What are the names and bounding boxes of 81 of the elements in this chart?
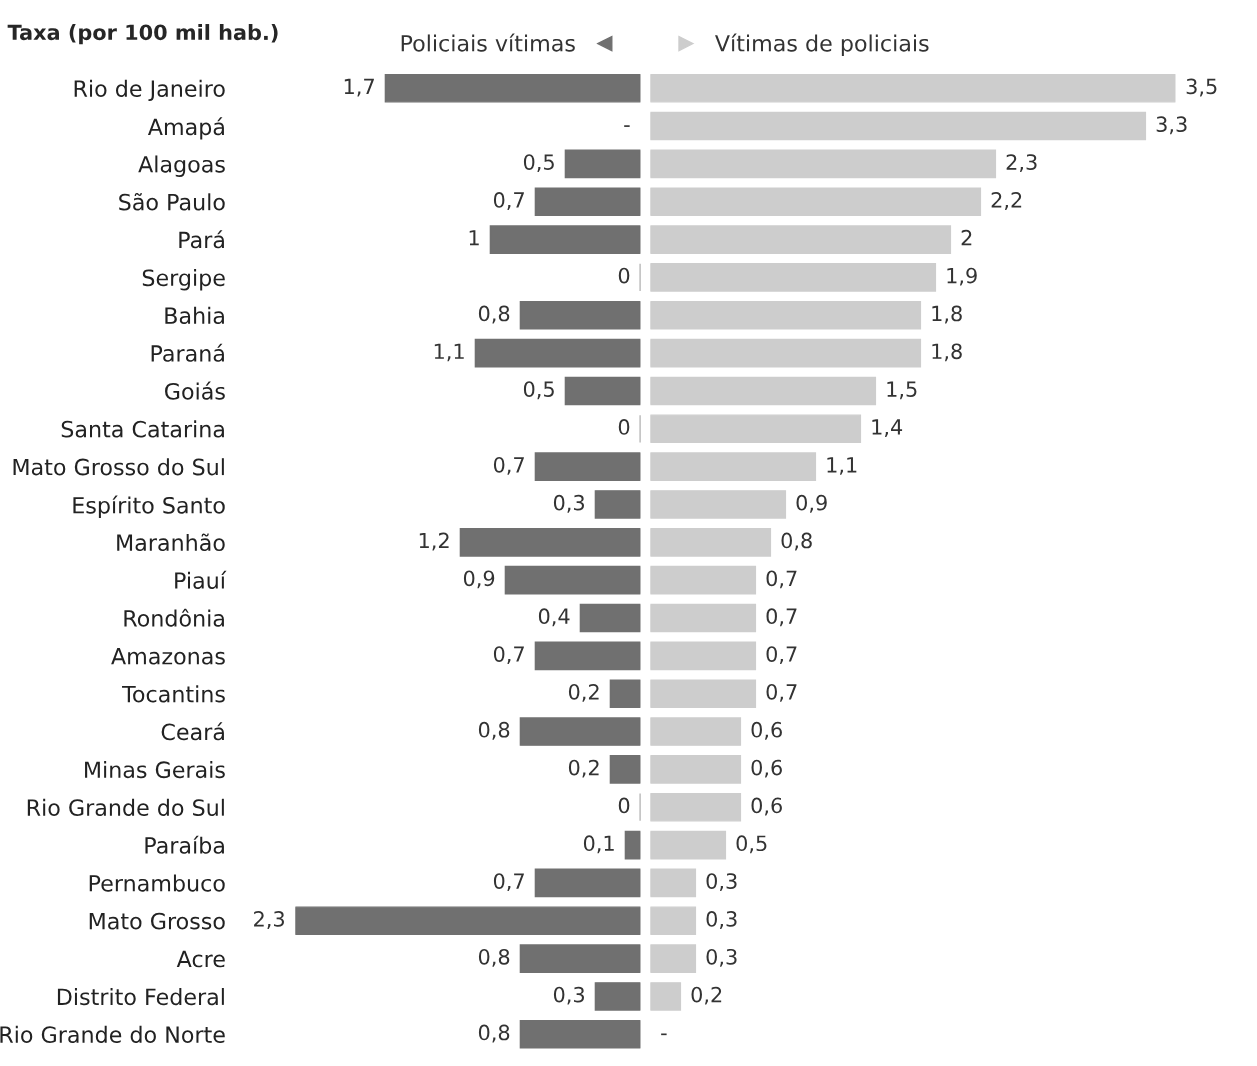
y-tick-label: Bahia bbox=[165, 306, 224, 325]
data-label: 1,1 bbox=[434, 343, 464, 362]
data-label: 0,8 bbox=[478, 305, 510, 324]
data-label: 0,7 bbox=[493, 456, 524, 475]
y-tick-label: Tocantins bbox=[122, 685, 225, 703]
data-label: 1,5 bbox=[887, 381, 917, 400]
data-label: 1 bbox=[469, 230, 479, 246]
y-tick-label: São Paulo bbox=[119, 192, 225, 211]
y-tick-label: Ceará bbox=[161, 722, 224, 741]
y-tick-label: Maranhão bbox=[117, 533, 225, 552]
data-label: 0,2 bbox=[568, 759, 599, 778]
legend-label: Policiais vítimas bbox=[401, 33, 575, 52]
data-label: 1,8 bbox=[932, 305, 962, 324]
data-label: 0,7 bbox=[493, 646, 524, 665]
y-tick-label: Mato Grosso do Sul bbox=[13, 458, 224, 476]
y-tick-label: Mato Grosso bbox=[89, 912, 225, 930]
data-label: 3,5 bbox=[1186, 78, 1217, 97]
data-label: 0,7 bbox=[766, 683, 797, 702]
y-tick-label: Goiás bbox=[165, 381, 225, 400]
data-label: 0,6 bbox=[751, 797, 782, 816]
text: - bbox=[624, 125, 630, 127]
data-label: 0,5 bbox=[523, 154, 554, 173]
data-label: 0,3 bbox=[706, 911, 737, 929]
data-label: 0,9 bbox=[796, 494, 827, 513]
y-tick-label: Espírito Santo bbox=[73, 495, 225, 518]
data-label: 0,4 bbox=[538, 608, 570, 627]
data-label: 1,2 bbox=[419, 532, 449, 551]
data-label: 0,3 bbox=[553, 986, 584, 1005]
data-label: 0,6 bbox=[751, 721, 782, 740]
data-label: 0,2 bbox=[691, 986, 722, 1005]
data-label: 0,3 bbox=[553, 494, 584, 513]
y-tick-label: Santa Catarina bbox=[61, 420, 224, 438]
data-label: 0,8 bbox=[478, 1024, 510, 1043]
data-label: 3,3 bbox=[1156, 116, 1187, 135]
data-label: 0 bbox=[618, 797, 630, 814]
y-tick-label: Paraná bbox=[151, 343, 224, 362]
data-label: 0,1 bbox=[583, 835, 614, 854]
data-label: 0 bbox=[618, 267, 630, 284]
data-label: 0,9 bbox=[463, 570, 495, 589]
y-tick-label: Sergipe bbox=[142, 268, 225, 291]
data-label: 1,1 bbox=[827, 457, 857, 475]
data-label: 0,8 bbox=[478, 948, 510, 967]
data-label: 0,6 bbox=[751, 759, 782, 778]
data-label: 2,3 bbox=[254, 911, 284, 929]
y-tick-label: Alagoas bbox=[138, 155, 225, 177]
data-label: 0,3 bbox=[706, 948, 737, 967]
data-label: 2,2 bbox=[991, 192, 1022, 210]
y-tick-label: Distrito Federal bbox=[57, 988, 224, 1006]
data-label: 1,7 bbox=[344, 78, 374, 97]
data-label: 0,7 bbox=[493, 192, 524, 210]
y-tick-label: Amapá bbox=[147, 117, 224, 140]
y-tick-label: Piauí bbox=[175, 570, 227, 589]
data-label: 0,7 bbox=[766, 608, 797, 627]
y-tick-label: Rio Grande do Norte bbox=[0, 1025, 225, 1044]
data-label: 0,5 bbox=[736, 835, 767, 854]
y-tick-label: Rio Grande do Sul bbox=[27, 798, 224, 816]
chart-title: Taxa (por 100 mil hab.) bbox=[7, 24, 278, 45]
y-tick-label: Pernambuco bbox=[89, 874, 225, 892]
data-label: 0,2 bbox=[568, 683, 599, 702]
y-tick-label: Minas Gerais bbox=[85, 760, 225, 779]
data-label: 2,3 bbox=[1006, 154, 1037, 173]
y-tick-label: Acre bbox=[176, 950, 225, 968]
data-label: 2 bbox=[961, 229, 972, 246]
y-tick-label: Rondônia bbox=[124, 608, 224, 627]
data-label: 0 bbox=[618, 419, 630, 435]
data-label: 0,7 bbox=[766, 646, 797, 665]
data-label: 0,8 bbox=[781, 532, 812, 551]
data-label: 0,8 bbox=[478, 721, 510, 740]
data-label: 0,7 bbox=[766, 570, 797, 589]
text: - bbox=[661, 1033, 667, 1036]
y-tick-label: Rio de Janeiro bbox=[74, 79, 225, 102]
data-label: 1,9 bbox=[947, 267, 977, 286]
y-tick-label: Amazonas bbox=[111, 648, 225, 665]
data-label: 1,4 bbox=[872, 419, 903, 437]
y-tick-label: Paraíba bbox=[145, 835, 224, 854]
data-label: 1,8 bbox=[932, 343, 962, 362]
data-label: 0,7 bbox=[493, 873, 524, 892]
y-tick-label: Pará bbox=[179, 230, 224, 249]
legend-label: Vítimas de policiais bbox=[715, 33, 929, 56]
data-label: 0,5 bbox=[523, 381, 554, 400]
data-label: 0,3 bbox=[706, 873, 737, 892]
